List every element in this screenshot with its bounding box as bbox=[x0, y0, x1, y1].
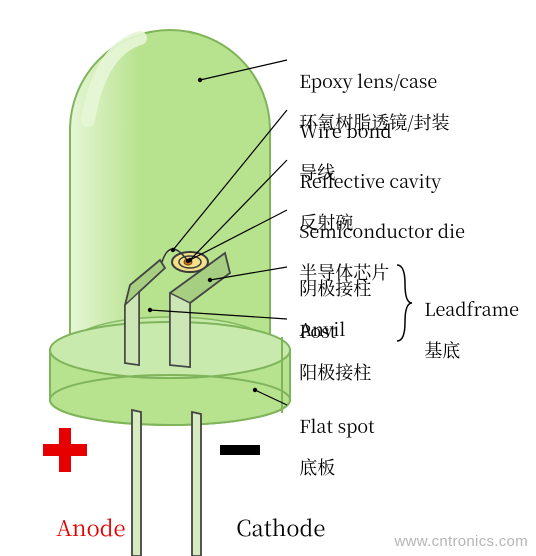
die-en: Semiconductor die bbox=[299, 218, 465, 244]
cathode-label: Cathode 阴极 bbox=[225, 490, 325, 556]
callout-flat: Flat spot 底板 bbox=[290, 395, 375, 478]
cathode-lead bbox=[192, 412, 201, 556]
wire-en: Wire bond bbox=[299, 118, 392, 144]
anvil-cn: 阴极接柱 bbox=[299, 275, 371, 301]
leadframe-cn: 基底 bbox=[424, 337, 460, 363]
anode-label: Anode 阳极 bbox=[45, 490, 126, 556]
post-cn: 阳极接柱 bbox=[299, 359, 371, 385]
callout-post: Post 阳极接柱 bbox=[290, 300, 371, 383]
cathode-en: Cathode bbox=[236, 512, 325, 543]
post-en: Post bbox=[299, 318, 336, 344]
cavity-en: Reflective cavity bbox=[299, 168, 441, 194]
leadframe-en: Leadframe bbox=[424, 296, 519, 322]
leadframe-label: Leadframe 基底 bbox=[415, 278, 519, 361]
watermark: www.cntronics.com bbox=[395, 533, 528, 550]
epoxy-en: Epoxy lens/case bbox=[299, 68, 437, 94]
anode-en: Anode bbox=[56, 512, 125, 543]
flat-en: Flat spot bbox=[299, 413, 374, 439]
anode-lead bbox=[132, 410, 141, 556]
flat-cn: 底板 bbox=[299, 454, 335, 480]
